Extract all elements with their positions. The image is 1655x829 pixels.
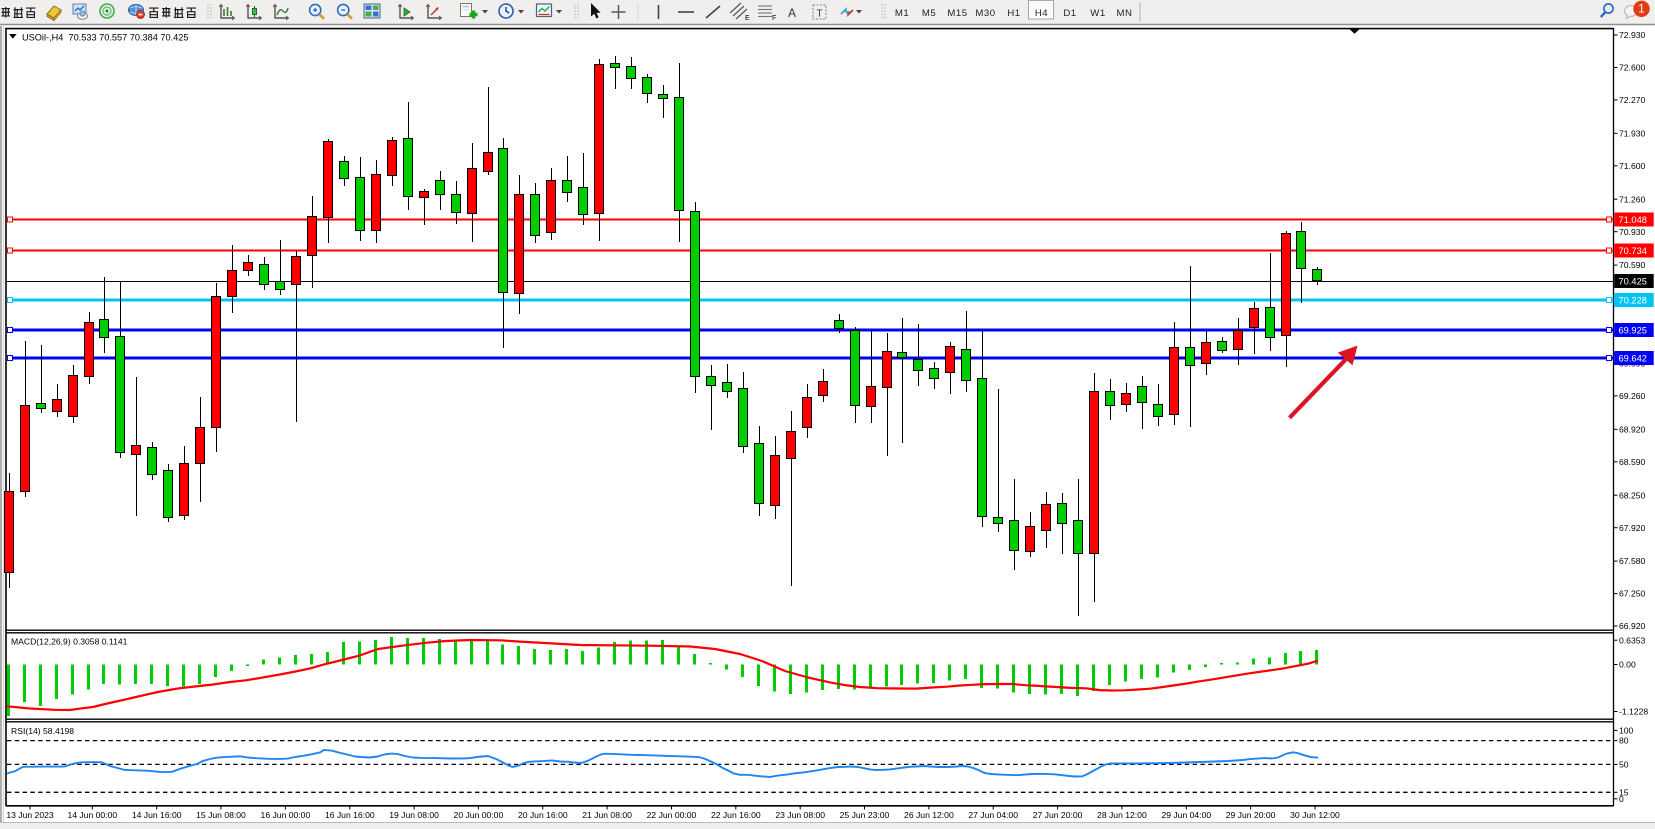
svg-text:0.6353: 0.6353 <box>1619 635 1646 645</box>
svg-text:69.642: 69.642 <box>1619 353 1647 363</box>
svg-text:25 Jun 23:00: 25 Jun 23:00 <box>840 810 890 820</box>
svg-text:MACD(12,26,9) 0.3058 0.1141: MACD(12,26,9) 0.3058 0.1141 <box>11 637 128 647</box>
svg-text:20 Jun 00:00: 20 Jun 00:00 <box>454 810 504 820</box>
svg-text:80: 80 <box>1619 736 1629 746</box>
svg-text:29 Jun 20:00: 29 Jun 20:00 <box>1226 810 1276 820</box>
svg-text:23 Jun 08:00: 23 Jun 08:00 <box>775 810 825 820</box>
svg-text:M5: M5 <box>922 8 936 19</box>
svg-text:14 Jun 16:00: 14 Jun 16:00 <box>132 810 182 820</box>
svg-text:27 Jun 04:00: 27 Jun 04:00 <box>968 810 1018 820</box>
svg-text:16 Jun 16:00: 16 Jun 16:00 <box>325 810 375 820</box>
svg-text:USOil-,H4 70.533 70.557 70.38: USOil-,H4 70.533 70.557 70.384 70.425 <box>22 32 189 42</box>
svg-text:30 Jun 12:00: 30 Jun 12:00 <box>1290 810 1340 820</box>
svg-text:22 Jun 16:00: 22 Jun 16:00 <box>711 810 761 820</box>
svg-text:70.734: 70.734 <box>1619 246 1647 256</box>
svg-text:50: 50 <box>1619 760 1629 770</box>
svg-text:69.260: 69.260 <box>1619 391 1646 401</box>
svg-text:22 Jun 00:00: 22 Jun 00:00 <box>647 810 697 820</box>
svg-text:29 Jun 04:00: 29 Jun 04:00 <box>1161 810 1211 820</box>
svg-text:66.920: 66.920 <box>1619 621 1646 631</box>
svg-text:15 Jun 08:00: 15 Jun 08:00 <box>196 810 246 820</box>
svg-text:H1: H1 <box>1007 8 1020 19</box>
svg-text:69.925: 69.925 <box>1619 325 1647 335</box>
svg-text:T: T <box>817 9 823 20</box>
svg-text:H4: H4 <box>1035 8 1048 19</box>
svg-text:67.250: 67.250 <box>1619 589 1646 599</box>
svg-text:71.048: 71.048 <box>1619 215 1647 225</box>
svg-text:20 Jun 16:00: 20 Jun 16:00 <box>518 810 568 820</box>
svg-text:28 Jun 12:00: 28 Jun 12:00 <box>1097 810 1147 820</box>
svg-text:15: 15 <box>1619 787 1629 797</box>
svg-text:13 Jun 2023: 13 Jun 2023 <box>6 810 54 820</box>
svg-text:M15: M15 <box>947 8 967 19</box>
svg-text:70.590: 70.590 <box>1619 260 1646 270</box>
svg-text:68.590: 68.590 <box>1619 457 1646 467</box>
svg-text:100: 100 <box>1619 726 1634 736</box>
svg-text:71.930: 71.930 <box>1619 128 1646 138</box>
svg-text:70.228: 70.228 <box>1619 295 1647 305</box>
svg-text:72.930: 72.930 <box>1619 30 1646 40</box>
svg-text:68.250: 68.250 <box>1619 490 1646 500</box>
svg-text:0: 0 <box>1619 794 1624 804</box>
svg-text:MN: MN <box>1117 8 1133 19</box>
svg-text:0.00: 0.00 <box>1619 660 1636 670</box>
svg-text:27 Jun 20:00: 27 Jun 20:00 <box>1033 810 1083 820</box>
svg-text:72.600: 72.600 <box>1619 63 1646 73</box>
svg-text:21 Jun 08:00: 21 Jun 08:00 <box>582 810 632 820</box>
svg-text:-1.1228: -1.1228 <box>1619 707 1648 717</box>
svg-text:26 Jun 12:00: 26 Jun 12:00 <box>904 810 954 820</box>
svg-text:19 Jun 08:00: 19 Jun 08:00 <box>389 810 439 820</box>
svg-text:M30: M30 <box>975 8 995 19</box>
svg-text:70.425: 70.425 <box>1619 276 1647 286</box>
svg-text:1: 1 <box>1638 4 1644 16</box>
svg-text:F: F <box>772 15 776 22</box>
svg-text:A: A <box>788 6 796 20</box>
svg-text:67.580: 67.580 <box>1619 556 1646 566</box>
svg-text:W1: W1 <box>1090 8 1105 19</box>
svg-text:D1: D1 <box>1063 8 1076 19</box>
svg-text:72.270: 72.270 <box>1619 95 1646 105</box>
svg-text:16 Jun 00:00: 16 Jun 00:00 <box>261 810 311 820</box>
svg-text:67.920: 67.920 <box>1619 523 1646 533</box>
svg-text:E: E <box>745 15 750 22</box>
svg-text:70.930: 70.930 <box>1619 227 1646 237</box>
svg-text:RSI(14) 58.4198: RSI(14) 58.4198 <box>11 726 74 736</box>
svg-text:M1: M1 <box>895 8 909 19</box>
svg-text:71.600: 71.600 <box>1619 161 1646 171</box>
svg-text:71.260: 71.260 <box>1619 194 1646 204</box>
svg-text:68.920: 68.920 <box>1619 424 1646 434</box>
svg-text:14 Jun 00:00: 14 Jun 00:00 <box>67 810 117 820</box>
